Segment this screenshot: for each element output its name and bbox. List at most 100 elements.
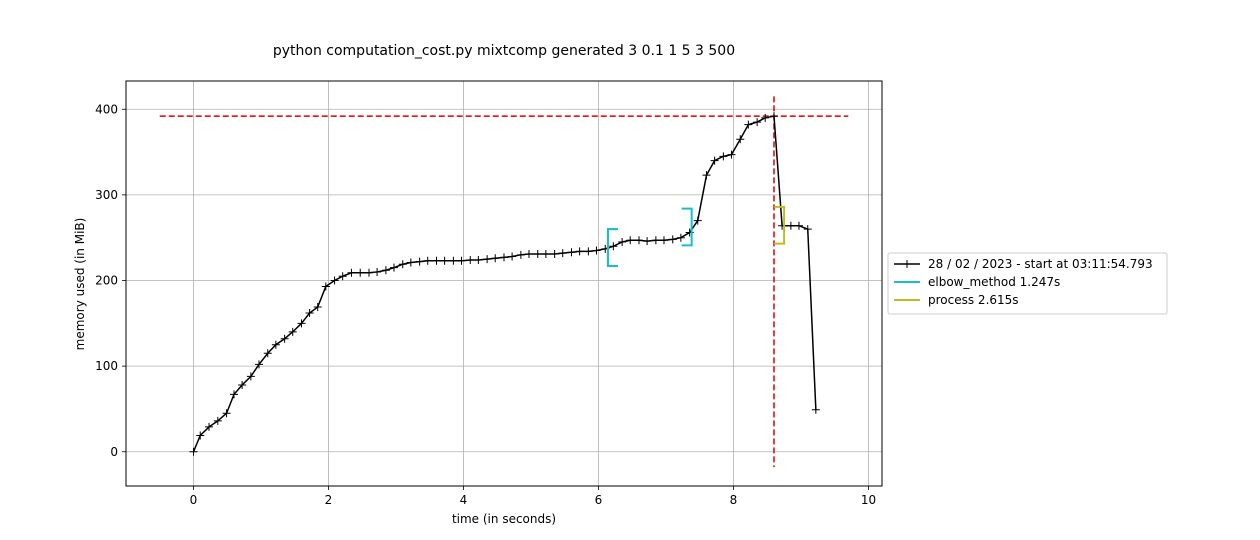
series-point: [761, 113, 770, 122]
grid: [126, 81, 882, 486]
series-point: [668, 235, 677, 244]
x-axis-label: time (in seconds): [452, 512, 556, 526]
series-point: [541, 249, 550, 258]
series-point: [365, 268, 373, 277]
series-point: [550, 249, 559, 258]
series-point: [659, 236, 668, 245]
series-point: [347, 268, 356, 277]
series-point: [643, 237, 652, 246]
series-point: [263, 349, 272, 358]
y-tick-label: 100: [95, 359, 118, 373]
chart-title: python computation_cost.py mixtcomp gene…: [273, 43, 735, 59]
legend-marker: [903, 260, 911, 268]
series-point: [508, 252, 517, 261]
series-line: [192, 115, 817, 453]
series-point: [558, 249, 567, 258]
x-tick-label: 10: [861, 493, 876, 507]
series-point: [592, 246, 601, 255]
series-point: [330, 276, 339, 285]
series-point: [288, 327, 297, 336]
x-tick-label: 4: [460, 493, 468, 507]
x-tick-label: 8: [730, 493, 738, 507]
series-point: [516, 250, 525, 259]
legend: 28 / 02 / 2023 - start at 03:11:54.793 el…: [887, 252, 1168, 315]
legend-label: elbow_method 1.247s: [928, 275, 1060, 289]
series-point: [238, 380, 247, 389]
series-point: [280, 334, 289, 343]
series-point: [736, 135, 745, 144]
series-point: [676, 233, 685, 242]
series-point: [635, 236, 643, 245]
series-point: [254, 360, 263, 369]
series-point: [389, 263, 398, 272]
series-point: [710, 156, 719, 165]
series-point: [222, 409, 231, 418]
y-axis-label: memory used (in MiB): [73, 218, 87, 351]
x-tick-label: 0: [190, 493, 198, 507]
series-point: [213, 416, 222, 425]
series-point: [567, 248, 576, 257]
series-point: [618, 237, 627, 246]
series-point: [702, 171, 711, 180]
legend-label: 28 / 02 / 2023 - start at 03:11:54.793: [928, 257, 1153, 271]
series-point: [744, 120, 753, 129]
plot-area: [159, 96, 849, 468]
series-point: [474, 255, 483, 264]
series-point: [483, 255, 492, 264]
series-point: [406, 258, 415, 267]
series-point: [575, 247, 584, 256]
series-point: [189, 447, 198, 456]
process-bracket-end: [774, 205, 786, 245]
series-point: [338, 272, 347, 281]
series-point: [466, 255, 475, 264]
series-point: [457, 256, 466, 265]
series-point: [423, 256, 432, 265]
series-point: [651, 236, 660, 245]
y-tick-label: 400: [95, 102, 118, 116]
series-point: [356, 268, 365, 277]
series-point: [727, 150, 736, 159]
series-point: [693, 216, 702, 225]
plot-frame: [125, 80, 883, 487]
series-point: [297, 319, 306, 328]
series-point: [500, 253, 508, 262]
series-point: [584, 247, 593, 256]
series-point: [524, 249, 533, 258]
series-point: [230, 390, 238, 399]
series-point: [205, 422, 214, 431]
series-point: [753, 118, 762, 127]
series-point: [398, 260, 407, 269]
series-point: [794, 221, 803, 230]
series-point: [491, 254, 500, 263]
series-point: [440, 256, 449, 265]
series-point: [321, 282, 330, 291]
series-point: [449, 256, 458, 265]
series-point: [305, 309, 314, 318]
series-point: [415, 257, 424, 266]
series-point: [381, 266, 390, 275]
x-tick-label: 2: [325, 493, 333, 507]
series-point: [271, 340, 280, 349]
series-point: [533, 249, 542, 258]
series-point: [196, 431, 205, 440]
legend-label: process 2.615s: [928, 293, 1019, 307]
x-tick-label: 6: [595, 493, 603, 507]
series-point: [811, 405, 820, 414]
series-point: [719, 152, 728, 161]
series-point: [786, 221, 795, 230]
legend-box: [887, 252, 1168, 315]
series-point: [626, 236, 635, 245]
y-tick-label: 0: [110, 445, 118, 459]
series-point: [770, 112, 778, 121]
plot-clip-group: [159, 96, 849, 468]
series-point: [432, 256, 441, 265]
y-tick-label: 200: [95, 274, 118, 288]
y-tick-label: 300: [95, 188, 118, 202]
series-point: [313, 303, 322, 312]
series-point: [609, 242, 618, 251]
elbow-method-bracket-end: [681, 207, 693, 247]
series-point: [373, 267, 382, 276]
elbow-method-bracket-start: [606, 228, 618, 267]
